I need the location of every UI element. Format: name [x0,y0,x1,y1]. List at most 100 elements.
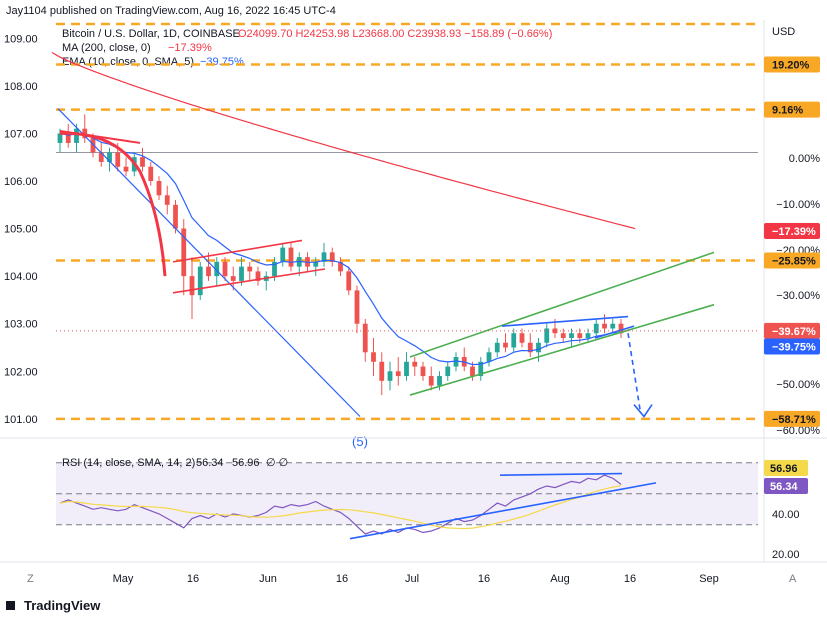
candle-body [404,361,409,377]
candle[interactable] [494,337,500,358]
percent-tick-label: −50.00% [776,379,820,391]
rsi-pane[interactable]: RSI (14, close, SMA, 14, 2) 56.34 56.96 ∅ ∅ [56,457,758,540]
candle-body [222,261,228,277]
candle-body [503,342,508,348]
candle[interactable] [569,328,574,348]
candle[interactable] [98,142,104,167]
price-tag: −39.75% [764,338,820,355]
candle[interactable] [445,361,451,381]
price-tick-label: 108.00 [4,81,38,93]
descending-trendline [57,108,361,417]
ema-10-line [59,132,621,366]
candle[interactable] [189,257,195,319]
candle[interactable] [346,266,352,296]
candle[interactable] [593,318,599,338]
candle[interactable] [206,252,211,281]
candle[interactable] [288,242,294,272]
rounded-top-base [59,130,141,144]
ma-label[interactable]: MA (200, close, 0) [62,42,151,54]
rsi-value-label: 56.34 [196,457,224,469]
candle[interactable] [560,328,566,343]
rsi-line [59,474,622,535]
price-tag-label: −39.75% [772,342,816,354]
candle[interactable] [148,161,154,186]
candle-body [140,157,145,167]
candle[interactable] [478,357,484,381]
time-tick-label: 16 [624,573,636,585]
candle-body [313,261,319,267]
candle-body [569,333,574,338]
candle[interactable] [544,323,550,348]
candle-body [602,323,607,329]
candle-body [412,361,418,367]
candle-body [486,352,492,362]
price-tick-label: 101.00 [4,414,38,426]
candle[interactable] [214,257,220,286]
candle[interactable] [453,352,459,372]
candle[interactable] [181,219,187,296]
candle[interactable] [486,347,492,367]
candle-body [511,333,517,348]
candle[interactable] [527,333,533,358]
candle-body [338,261,343,272]
price-tick-label: 102.00 [4,366,38,378]
candle[interactable] [313,257,319,277]
candle[interactable] [280,242,286,267]
a-button[interactable]: A [789,573,797,585]
candle[interactable] [412,357,418,377]
candle[interactable] [107,147,112,172]
time-tick-label: 16 [478,573,490,585]
candle[interactable] [420,361,426,381]
candle[interactable] [140,147,145,172]
candle[interactable] [156,176,162,201]
candle[interactable] [511,328,517,353]
candle[interactable] [519,328,525,348]
percent-tick-label: −60.00% [776,425,820,437]
candle[interactable] [329,247,335,267]
candle-body [552,328,558,334]
chart-header: Jay1104 published on TradingView.com, Au… [6,5,552,68]
candle[interactable] [197,261,203,300]
candle[interactable] [404,352,409,381]
candle[interactable] [362,318,368,362]
candle[interactable] [239,257,244,286]
candle[interactable] [428,366,434,391]
rsi-label[interactable]: RSI (14, close, SMA, 14, 2) [62,457,195,469]
candle[interactable] [379,352,385,396]
candle-body [527,342,533,353]
candle[interactable] [395,357,401,386]
candle[interactable] [321,242,327,267]
candle[interactable] [263,271,269,291]
candle[interactable] [503,333,508,353]
price-pane[interactable]: (5) [51,22,758,449]
candle-body [98,152,104,162]
channel-lower-line [409,303,715,396]
candle[interactable] [123,157,129,177]
candle[interactable] [338,257,343,277]
z-button[interactable]: Z [27,573,34,585]
price-tag-label: −17.39% [772,226,816,238]
candle-body [428,376,434,386]
price-tag-label: −58.71% [772,414,816,426]
time-tick-label: Sep [699,573,719,585]
symbol-label[interactable]: Bitcoin / U.S. Dollar, 1D, COINBASE [62,28,240,40]
candle[interactable] [74,123,79,153]
price-tag-label: 19.20% [772,59,810,71]
rsi-rising-trendline [349,482,657,540]
candle[interactable] [247,261,253,281]
candle[interactable] [618,318,624,338]
price-tick-label: 104.00 [4,271,38,283]
candle[interactable] [164,185,170,215]
candle[interactable] [387,361,393,391]
candle[interactable] [461,347,467,372]
candle[interactable] [602,314,607,334]
rsi-tail-label: ∅ ∅ [266,457,288,469]
candle[interactable] [255,266,261,286]
candle-body [321,252,327,262]
candle[interactable] [371,337,376,377]
candle[interactable] [354,285,360,334]
candle[interactable] [82,114,88,143]
candle[interactable] [437,371,442,391]
candle[interactable] [222,257,228,281]
price-tick-label: 109.00 [4,33,38,45]
